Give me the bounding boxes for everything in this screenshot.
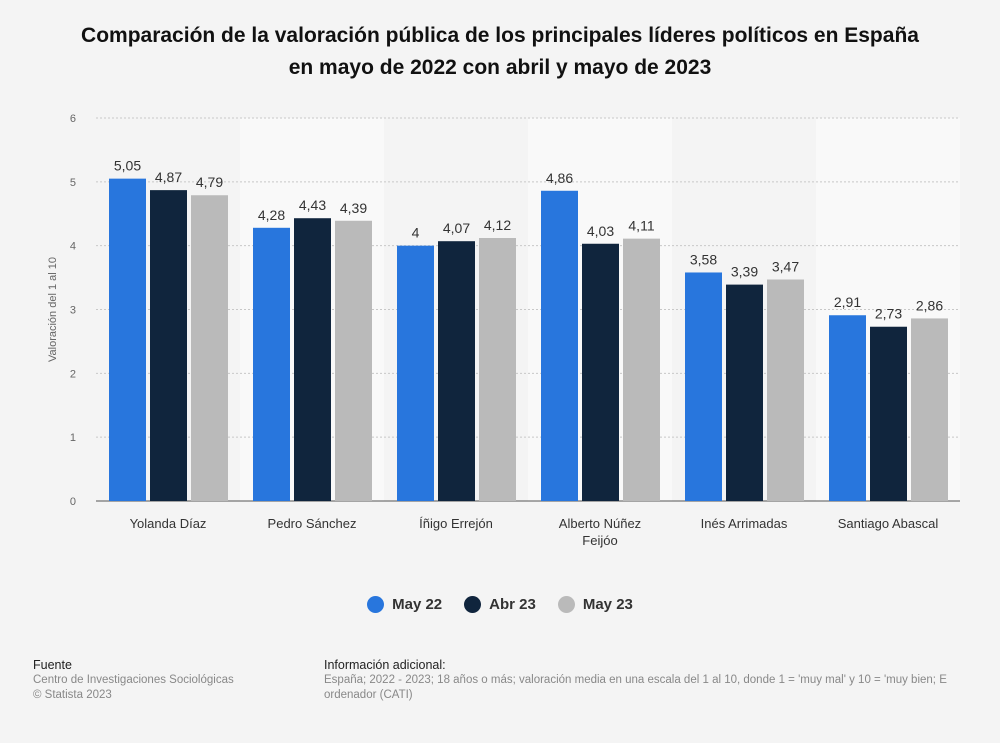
data-label: 5,05 — [114, 158, 141, 174]
bar-may-22 — [685, 272, 722, 501]
bar-abr-23 — [726, 284, 763, 501]
x-tick-label: Santiago Abascal — [838, 516, 939, 531]
data-label: 4,12 — [484, 217, 511, 233]
data-label: 4,28 — [258, 207, 285, 223]
y-tick-label: 1 — [70, 432, 76, 444]
data-label: 4,43 — [299, 197, 326, 213]
legend-dot-icon — [557, 596, 575, 613]
source-line[interactable]: Centro de Investigaciones Sociológicas — [33, 674, 234, 686]
bar-abr-23 — [582, 243, 619, 502]
chart-title: Comparación de la valoración pública de … — [0, 20, 1000, 84]
x-tick-label: Íñigo Errejón — [419, 516, 493, 531]
title-line-2: en mayo de 2022 con abril y mayo de 2023 — [288, 56, 712, 79]
bar-may-22 — [541, 190, 578, 501]
y-tick-label: 4 — [70, 241, 76, 253]
y-tick-label: 0 — [70, 496, 76, 508]
data-label: 4,03 — [587, 223, 614, 239]
legend-label: May 23 — [582, 596, 633, 613]
data-label: 3,47 — [772, 258, 799, 274]
data-label: 2,73 — [875, 306, 902, 322]
data-label: 4,07 — [443, 220, 470, 236]
info-block: Información adicional: España; 2022 - 20… — [324, 658, 947, 703]
legend-item[interactable]: May 23 — [557, 596, 633, 613]
data-label: 4,39 — [340, 200, 367, 216]
legend-dot-icon — [367, 596, 385, 613]
y-tick-label: 2 — [70, 368, 76, 380]
copyright: © Statista 2023 — [33, 689, 112, 701]
bar-may-22 — [109, 178, 146, 501]
bar-may-23 — [623, 238, 660, 501]
data-label: 4,86 — [546, 170, 573, 186]
legend: May 22 Abr 23 May 23 — [0, 596, 1000, 613]
legend-item[interactable]: Abr 23 — [464, 596, 536, 613]
bar-may-23 — [191, 195, 228, 501]
bar-may-22 — [253, 227, 290, 501]
data-label: 4 — [412, 225, 420, 241]
bar-may-23 — [911, 318, 948, 501]
source-heading: Fuente — [33, 658, 72, 672]
data-label: 4,11 — [628, 218, 654, 234]
info-line: ordenador (CATI) — [324, 689, 413, 701]
x-tick-label: Feijóo — [582, 533, 617, 548]
x-tick-label: Alberto Núñez — [559, 516, 641, 531]
bar-may-23 — [767, 279, 804, 501]
data-label: 4,79 — [196, 174, 223, 190]
y-tick-label: 5 — [70, 177, 76, 189]
data-label: 2,91 — [834, 294, 861, 310]
legend-label: May 22 — [392, 596, 443, 613]
legend-item[interactable]: May 22 — [367, 596, 442, 613]
bar-abr-23 — [294, 218, 331, 502]
bar-may-22 — [397, 245, 434, 501]
legend-dot-icon — [464, 596, 482, 613]
info-line: España; 2022 - 2023; 18 años o más; valo… — [324, 674, 947, 686]
bar-abr-23 — [870, 326, 907, 501]
bar-abr-23 — [438, 241, 475, 501]
data-label: 3,39 — [731, 264, 758, 280]
bar-may-23 — [335, 220, 372, 501]
data-label: 3,58 — [690, 251, 717, 267]
x-tick-label: Yolanda Díaz — [130, 516, 207, 531]
title-line-1: Comparación de la valoración pública de … — [81, 24, 919, 47]
x-tick-label: Pedro Sánchez — [268, 516, 357, 531]
y-axis-label: Valoración del 1 al 10 — [47, 257, 59, 362]
source-block: Fuente Centro de Investigaciones Socioló… — [33, 658, 234, 703]
legend-label: Abr 23 — [489, 596, 536, 613]
info-heading: Información adicional: — [324, 658, 446, 672]
bar-may-23 — [479, 238, 516, 502]
bar-may-22 — [829, 315, 866, 501]
y-tick-label: 3 — [70, 305, 76, 317]
data-label: 2,86 — [916, 297, 943, 313]
data-label: 4,87 — [155, 169, 182, 185]
y-tick-label: 6 — [70, 113, 76, 125]
x-tick-label: Inés Arrimadas — [701, 516, 788, 531]
bar-abr-23 — [150, 190, 187, 502]
